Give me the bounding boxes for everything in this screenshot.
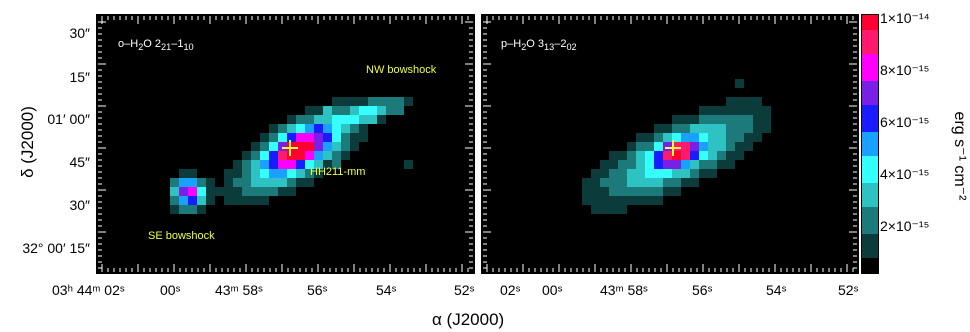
x-axis-title: α (J2000) xyxy=(432,310,505,329)
x-tick-label: 56ˢ xyxy=(307,282,328,298)
y-tick-label: 45″ xyxy=(69,154,90,170)
colorbar-tick-label: 8×10⁻¹⁵ xyxy=(880,62,930,78)
y-axis-title: δ (J2000) xyxy=(18,106,37,178)
emission-map-o-h2o xyxy=(98,16,473,272)
x-tick-label: 43ᵐ 58ˢ xyxy=(215,282,263,298)
x-tick-label: 52ˢ xyxy=(454,282,475,298)
panel-p-h2o: p–H2O 313–202 xyxy=(481,14,859,274)
y-tick-label: 15″ xyxy=(69,69,90,85)
hh211-label: HH211-mm xyxy=(310,166,366,178)
x-tick-label: 56ˢ xyxy=(692,282,713,298)
panel-title-o-h2o: o–H2O 221–110 xyxy=(118,38,194,53)
x-tick-label: 43ᵐ 58ˢ xyxy=(600,282,648,298)
x-tick-label: 03ʰ 44ᵐ 02ˢ xyxy=(52,282,125,298)
panel-o-h2o: o–H2O 221–110 NW bowshock HH211-mm SE bo… xyxy=(96,14,475,274)
nw-bowshock-label: NW bowshock xyxy=(366,64,437,76)
y-tick-label: 30″ xyxy=(69,25,90,41)
colorbar-title: erg s⁻¹ cm⁻² xyxy=(951,111,968,201)
colorbar-tick-label: 2×10⁻¹⁵ xyxy=(880,218,930,234)
colorbar-tick-label: 4×10⁻¹⁵ xyxy=(880,166,930,182)
x-tick-label: 00ˢ xyxy=(160,282,181,298)
colorbar-gradient xyxy=(862,15,878,273)
colorbar-tick-label: 6×10⁻¹⁵ xyxy=(880,114,930,130)
y-tick-label: 01′ 00″ xyxy=(47,111,90,127)
y-tick-label: 30″ xyxy=(69,197,90,213)
x-tick-label: 02ˢ xyxy=(500,282,521,298)
x-tick-label: 54ˢ xyxy=(376,282,397,298)
y-tick-label: 32° 00′ 15″ xyxy=(22,240,90,256)
x-tick-label: 54ˢ xyxy=(766,282,787,298)
colorbar-tick-label: 1×10⁻¹⁴ xyxy=(880,10,930,26)
emission-map-p-h2o xyxy=(483,16,857,272)
x-tick-label: 52ˢ xyxy=(838,282,859,298)
x-tick-label: 00ˢ xyxy=(542,282,563,298)
colorbar xyxy=(861,14,879,274)
panel-title-p-h2o: p–H2O 313–202 xyxy=(501,38,577,53)
se-bowshock-label: SE bowshock xyxy=(148,230,215,242)
